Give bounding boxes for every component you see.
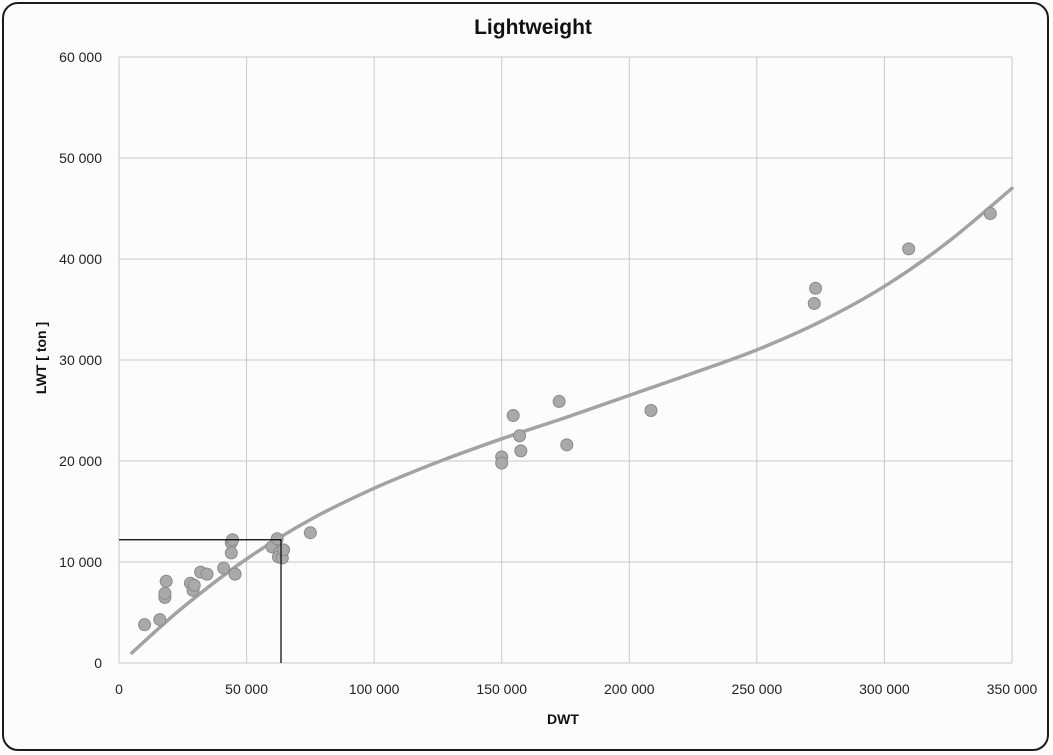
data-point	[513, 429, 527, 443]
x-axis-label: DWT	[547, 711, 579, 727]
data-point	[560, 438, 574, 452]
tick-labels: 0 10 000 20 000 30 000 40 000 50 000 60 000 0 50…	[59, 49, 1037, 697]
data-point	[902, 242, 916, 256]
trend-line	[130, 186, 1014, 655]
data-point	[153, 613, 167, 627]
chart-title: Lightweight	[474, 16, 592, 39]
data-point	[187, 578, 201, 592]
data-point	[809, 281, 823, 295]
y-tick-label: 40 000	[59, 251, 102, 267]
x-tick-label: 0	[115, 681, 123, 697]
x-tick-label: 50 000	[225, 681, 268, 697]
x-tick-label: 300 000	[859, 681, 910, 697]
data-point	[277, 543, 291, 557]
data-point	[228, 567, 242, 581]
y-tick-label: 0	[94, 655, 102, 671]
points-layer	[138, 207, 997, 632]
data-point	[138, 618, 152, 632]
data-point	[495, 456, 509, 470]
x-tick-label: 200 000	[604, 681, 655, 697]
data-point	[514, 444, 528, 458]
data-point	[200, 567, 214, 581]
y-tick-label: 10 000	[59, 554, 102, 570]
data-point	[644, 404, 658, 417]
x-tick-label: 100 000	[349, 681, 400, 697]
x-tick-label: 150 000	[476, 681, 527, 697]
data-point	[159, 574, 173, 588]
data-point	[224, 546, 238, 560]
data-point	[506, 409, 520, 423]
data-point	[217, 561, 231, 575]
grid-layer	[118, 56, 1013, 664]
data-point	[983, 207, 997, 221]
reference-line	[119, 539, 282, 663]
trend-layer	[130, 186, 1014, 655]
y-tick-label: 60 000	[59, 49, 102, 65]
data-point	[303, 526, 317, 540]
data-point	[158, 586, 172, 600]
y-tick-label: 20 000	[59, 453, 102, 469]
y-axis-label: LWT [ ton ]	[33, 322, 49, 394]
data-point	[270, 532, 284, 546]
data-point	[807, 296, 821, 310]
x-tick-label: 350 000	[987, 681, 1038, 697]
x-tick-label: 250 000	[732, 681, 783, 697]
data-point	[552, 394, 566, 408]
reference-box-layer	[119, 539, 282, 663]
y-tick-label: 50 000	[59, 150, 102, 166]
y-tick-label: 30 000	[59, 352, 102, 368]
